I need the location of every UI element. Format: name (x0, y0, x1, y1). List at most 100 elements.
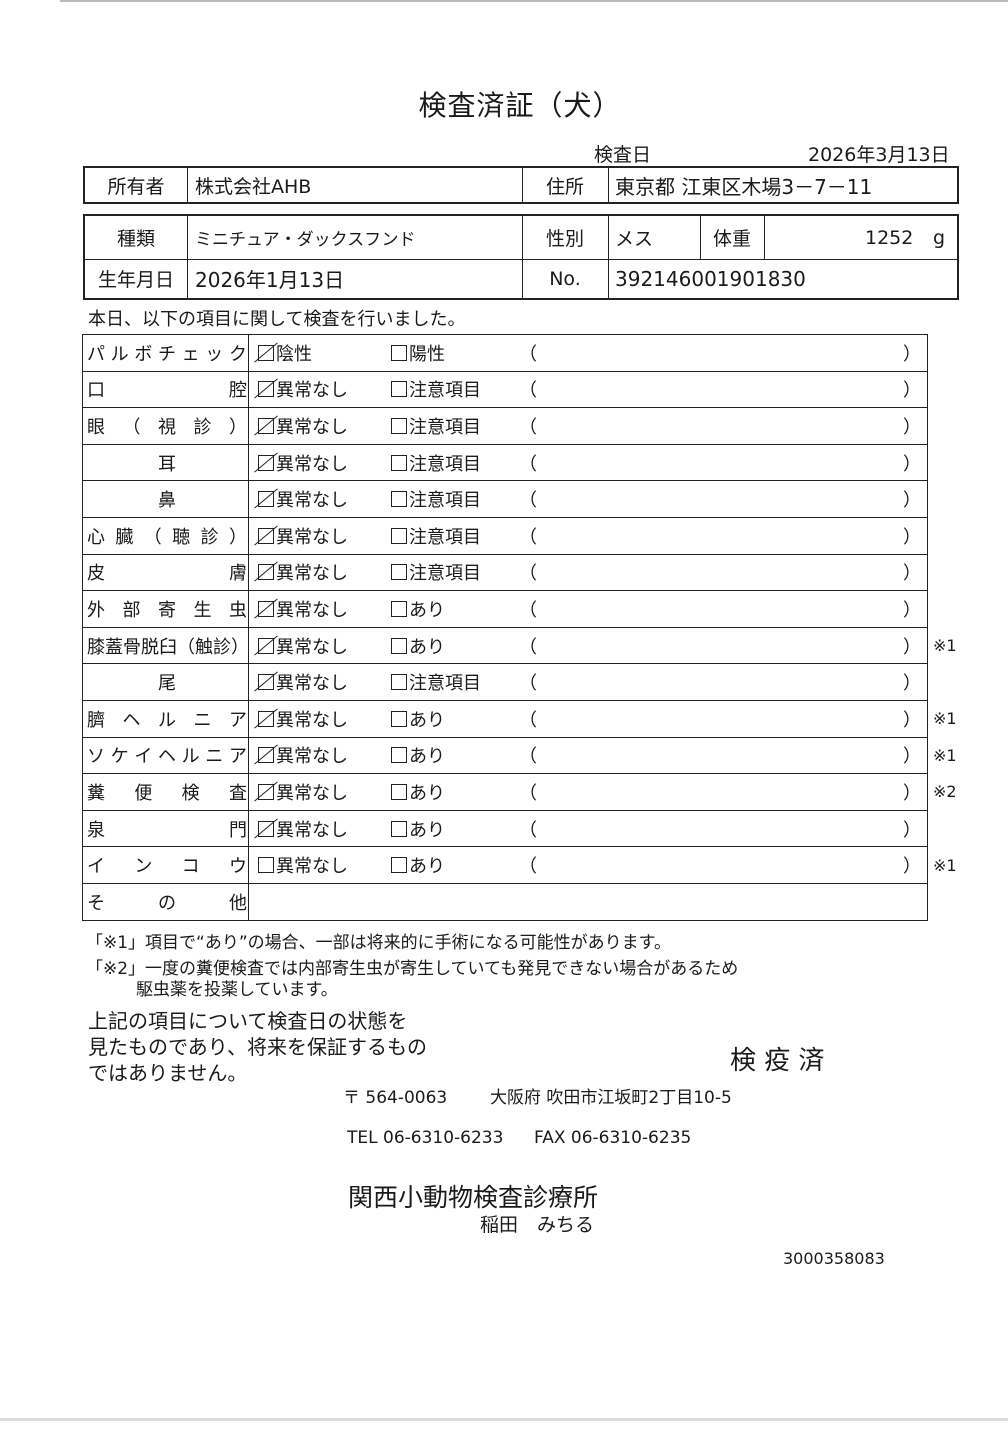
option-normal[interactable]: 異常なし (258, 555, 348, 591)
item-label: 外部寄生虫 (87, 591, 247, 627)
option-normal[interactable]: 異常なし (258, 445, 348, 481)
table-row: ソケイヘルニア 異常なし あり （ ） ※1 (83, 737, 957, 775)
column-divider (248, 774, 249, 810)
checkbox[interactable] (391, 527, 407, 544)
checkbox[interactable] (391, 637, 407, 654)
option-normal[interactable]: 異常なし (258, 738, 348, 774)
option-abnormal[interactable]: 注意項目 (391, 555, 481, 591)
paren-open: （ (519, 636, 537, 658)
checkbox[interactable] (391, 783, 407, 800)
paren-open: （ (519, 746, 537, 768)
option-abnormal[interactable]: 注意項目 (391, 372, 481, 408)
option-normal[interactable]: 異常なし (258, 701, 348, 737)
label-char: ェ (181, 343, 200, 365)
checkbox-checked[interactable] (258, 344, 274, 361)
label-char: 眼 (87, 416, 105, 438)
checkbox-checked[interactable] (258, 454, 274, 471)
checkbox[interactable] (391, 600, 407, 617)
checkbox-checked[interactable] (258, 637, 274, 654)
label-char: ニ (193, 709, 212, 731)
column-divider (248, 810, 249, 847)
option-abnormal[interactable]: 注意項目 (391, 664, 481, 700)
option-normal[interactable]: 異常なし (258, 372, 348, 408)
option-abnormal[interactable]: 注意項目 (391, 518, 481, 554)
option-abnormal[interactable]: あり (391, 701, 445, 737)
option-label: あり (409, 709, 445, 731)
option-abnormal[interactable]: あり (391, 847, 445, 883)
label-char: （ (122, 416, 141, 438)
checkbox[interactable] (391, 820, 407, 837)
paren-open: （ (519, 709, 537, 731)
option-normal[interactable]: 異常なし (258, 591, 348, 627)
checkbox-checked[interactable] (258, 747, 274, 764)
checkbox[interactable] (258, 857, 274, 874)
option-normal[interactable]: 異常なし (258, 774, 348, 810)
column-divider (248, 554, 249, 591)
page-title: 検査済証（犬） (418, 89, 622, 122)
label-char: チ (157, 343, 176, 365)
option-label: あり (409, 819, 445, 841)
checkbox[interactable] (391, 344, 407, 361)
label-char: ） (229, 416, 247, 438)
option-normal[interactable]: 異常なし (258, 408, 348, 444)
checkbox-checked[interactable] (258, 491, 274, 508)
paren-open: （ (519, 599, 537, 621)
option-abnormal[interactable]: 注意項目 (391, 445, 481, 481)
option-label: あり (409, 636, 445, 658)
option-normal[interactable]: 異常なし (258, 664, 348, 700)
option-normal[interactable]: 陰性 (258, 335, 312, 371)
table-row: 膝蓋骨脱臼（触診） 異常なし あり （ ） ※1 (83, 627, 957, 665)
option-normal[interactable]: 異常なし (258, 847, 348, 883)
label-char: 生 (193, 599, 212, 621)
label-char: ル (158, 709, 176, 731)
statement-2: 見たものであり、将来を保証するもの (88, 1035, 427, 1059)
column-divider (248, 371, 249, 408)
checkbox[interactable] (391, 747, 407, 764)
clinic-name: 関西小動物検査診療所 (348, 1183, 599, 1212)
table-row: 耳 異常なし 注意項目 （ ） (83, 444, 927, 482)
label-char: 泉 (87, 819, 105, 841)
label-char: 尾 (158, 673, 176, 695)
checkbox[interactable] (391, 417, 407, 434)
option-normal[interactable]: 異常なし (258, 481, 348, 517)
label-char: ッ (205, 343, 224, 365)
label-char: ヘ (122, 709, 141, 731)
checkbox-checked[interactable] (258, 674, 274, 691)
option-label: 異常なし (276, 819, 348, 841)
checkbox-checked[interactable] (258, 527, 274, 544)
checkbox[interactable] (391, 491, 407, 508)
checkbox[interactable] (391, 674, 407, 691)
option-abnormal[interactable]: 陽性 (391, 335, 445, 371)
option-abnormal[interactable]: あり (391, 591, 445, 627)
checkbox[interactable] (391, 564, 407, 581)
clinic-tel: TEL 06-6310-6233 (347, 1128, 504, 1148)
option-abnormal[interactable]: あり (391, 738, 445, 774)
checkbox[interactable] (391, 381, 407, 398)
label-char: ク (228, 343, 247, 365)
paren-close: ） (903, 416, 921, 438)
option-abnormal[interactable]: あり (391, 774, 445, 810)
checkbox-checked[interactable] (258, 564, 274, 581)
checkbox-checked[interactable] (258, 783, 274, 800)
label-char: 膝蓋骨脱臼（触診） (87, 636, 249, 658)
checkbox[interactable] (391, 454, 407, 471)
option-abnormal[interactable]: あり (391, 628, 445, 664)
option-abnormal[interactable]: あり (391, 811, 445, 847)
option-normal[interactable]: 異常なし (258, 811, 348, 847)
option-normal[interactable]: 異常なし (258, 518, 348, 554)
option-normal[interactable]: 異常なし (258, 628, 348, 664)
option-abnormal[interactable]: 注意項目 (391, 481, 481, 517)
checkbox-checked[interactable] (258, 600, 274, 617)
column-divider (248, 847, 249, 883)
checkbox-checked[interactable] (258, 417, 274, 434)
label-char: ア (229, 709, 247, 731)
pet-box: 種類 ミニチュア・ダックスフンド 性別 メス 体重 1252 g 生年月日 20… (83, 214, 959, 300)
option-abnormal[interactable]: 注意項目 (391, 408, 481, 444)
paren-close: ） (903, 673, 921, 695)
checkbox[interactable] (391, 857, 407, 874)
checkbox-checked[interactable] (258, 710, 274, 727)
weight-label: 体重 (712, 228, 751, 250)
checkbox[interactable] (391, 710, 407, 727)
checkbox-checked[interactable] (258, 381, 274, 398)
checkbox-checked[interactable] (258, 820, 274, 837)
